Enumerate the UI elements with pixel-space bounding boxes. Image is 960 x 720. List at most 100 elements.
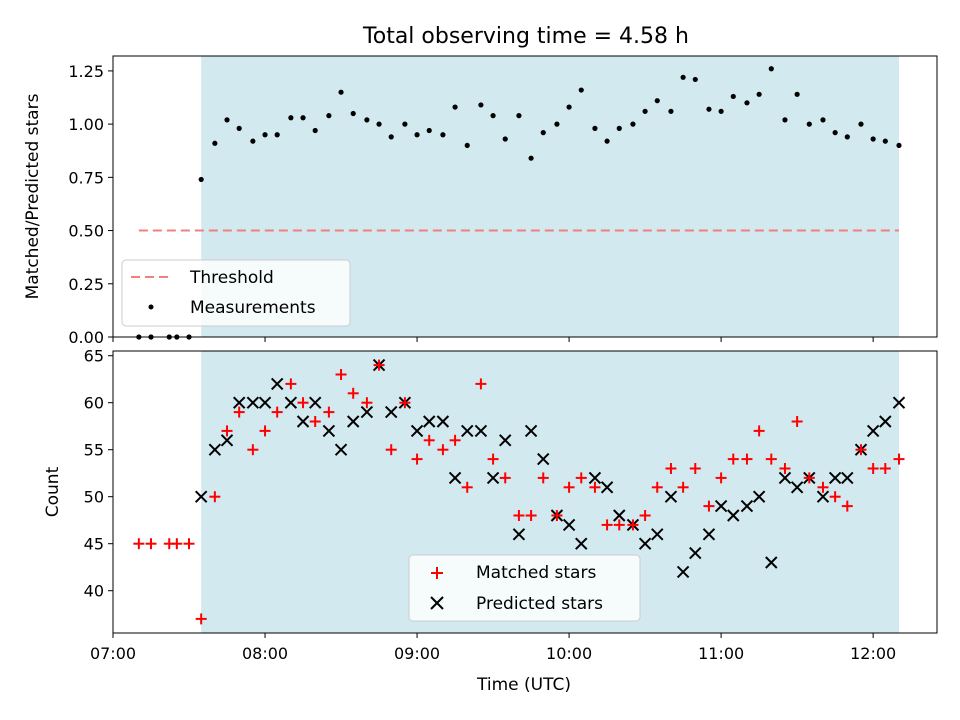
measurement-point bbox=[274, 132, 280, 138]
predicted-star-point bbox=[588, 471, 602, 485]
predicted-stars-points bbox=[194, 358, 906, 579]
predicted-star-point bbox=[816, 490, 830, 503]
predicted-star-point bbox=[448, 471, 462, 485]
predicted-star-point bbox=[613, 509, 626, 522]
measurement-point bbox=[464, 142, 470, 149]
measurement-point bbox=[680, 74, 686, 80]
matched-star-point bbox=[195, 613, 207, 625]
measurement-point bbox=[654, 98, 660, 104]
measurement-point bbox=[832, 130, 838, 136]
y-tick-label: 65 bbox=[84, 347, 104, 366]
predicted-star-point bbox=[740, 499, 754, 513]
predicted-star-point bbox=[512, 528, 526, 541]
measurement-point bbox=[516, 113, 522, 119]
matched-star-point bbox=[613, 519, 625, 531]
matched-star-point bbox=[551, 510, 563, 521]
matched-star-point bbox=[741, 453, 753, 465]
predicted-star-point bbox=[220, 434, 234, 447]
x-tick-label: 10:00 bbox=[546, 644, 592, 663]
predicted-star-point bbox=[575, 537, 588, 550]
y-tick-label: 0.75 bbox=[68, 168, 104, 187]
measurement-point bbox=[502, 136, 508, 142]
matched-star-point bbox=[399, 397, 411, 409]
measurement-point bbox=[806, 121, 812, 127]
measurement-point bbox=[794, 91, 800, 97]
matched-star-point bbox=[259, 425, 271, 437]
matched-star-point bbox=[829, 491, 841, 503]
measurement-point bbox=[744, 100, 750, 106]
matched-star-point bbox=[347, 387, 359, 399]
ratio-x-ticks bbox=[112, 337, 874, 342]
matched-star-point bbox=[703, 500, 715, 512]
predicted-star-point bbox=[651, 528, 664, 541]
matched-star-point bbox=[601, 519, 613, 531]
matched-star-point bbox=[639, 510, 651, 521]
y-tick-label: 1.25 bbox=[68, 62, 104, 81]
measurement-point bbox=[338, 89, 344, 95]
matched-star-point bbox=[449, 434, 461, 446]
matched-star-point bbox=[715, 472, 727, 484]
predicted-star-point bbox=[778, 471, 792, 485]
legend-matched-label: Matched stars bbox=[476, 563, 596, 583]
matched-star-point bbox=[461, 481, 473, 493]
matched-star-point bbox=[145, 538, 157, 550]
measurement-point bbox=[452, 104, 458, 110]
matched-star-point bbox=[309, 416, 321, 427]
predicted-star-point bbox=[765, 556, 778, 569]
count-y-axis-label: Count bbox=[43, 466, 63, 517]
predicted-star-point bbox=[410, 424, 424, 438]
x-tick-label: 12:00 bbox=[850, 644, 896, 663]
matched-star-point bbox=[133, 538, 145, 550]
predicted-star-point bbox=[436, 415, 450, 428]
measurement-point bbox=[756, 91, 762, 97]
matched-star-point bbox=[221, 425, 233, 437]
predicted-star-point bbox=[600, 481, 614, 494]
measurement-point bbox=[896, 142, 902, 149]
matched-star-point bbox=[727, 453, 739, 465]
y-tick-label: 40 bbox=[84, 582, 104, 601]
predicted-star-point bbox=[208, 443, 222, 456]
measurement-point bbox=[844, 134, 850, 140]
measurement-point bbox=[630, 121, 636, 127]
predicted-star-point bbox=[499, 434, 512, 447]
measurement-points bbox=[136, 66, 902, 340]
predicted-star-point bbox=[664, 490, 678, 503]
y-tick-label: 0.00 bbox=[68, 328, 104, 347]
matched-star-point bbox=[893, 453, 905, 465]
measurement-point bbox=[326, 113, 332, 119]
y-tick-label: 50 bbox=[84, 488, 104, 507]
measurement-point bbox=[402, 121, 408, 127]
predicted-star-point bbox=[879, 415, 892, 428]
matched-star-point bbox=[209, 491, 221, 503]
measurement-point bbox=[350, 110, 356, 117]
y-tick-label: 60 bbox=[84, 394, 104, 413]
matched-star-point bbox=[537, 472, 549, 484]
measurement-point bbox=[858, 121, 864, 127]
y-tick-label: 45 bbox=[84, 535, 104, 554]
matched-star-point bbox=[855, 444, 867, 456]
matched-star-point bbox=[677, 481, 689, 493]
predicted-star-point bbox=[676, 565, 690, 579]
matched-star-point bbox=[297, 397, 309, 409]
measurement-point bbox=[604, 138, 610, 144]
x-tick-label: 07:00 bbox=[90, 644, 136, 663]
legend-predicted-swatch bbox=[430, 596, 444, 610]
ratio-panel: 0.00 0.25 0.50 0.75 1.00 1.25 Matched/Predict… bbox=[23, 55, 938, 347]
matched-star-point bbox=[335, 369, 347, 380]
predicted-star-point bbox=[752, 490, 766, 503]
predicted-star-point bbox=[334, 443, 348, 456]
matched-star-point bbox=[475, 378, 487, 390]
y-tick-label: 1.00 bbox=[68, 115, 104, 134]
matched-star-point bbox=[563, 481, 575, 493]
matched-star-point bbox=[867, 463, 879, 474]
measurement-point bbox=[440, 132, 446, 138]
predicted-star-point bbox=[284, 396, 298, 409]
matched-star-point bbox=[765, 453, 777, 465]
measurement-point bbox=[554, 121, 560, 127]
measurement-point bbox=[528, 155, 534, 161]
matched-star-point bbox=[487, 453, 499, 465]
count-panel: 40 45 50 55 60 65 07:00 08:00 09:00 10:00 11:00 12… bbox=[43, 347, 938, 695]
predicted-star-point bbox=[270, 377, 284, 391]
matched-star-point bbox=[499, 472, 511, 484]
